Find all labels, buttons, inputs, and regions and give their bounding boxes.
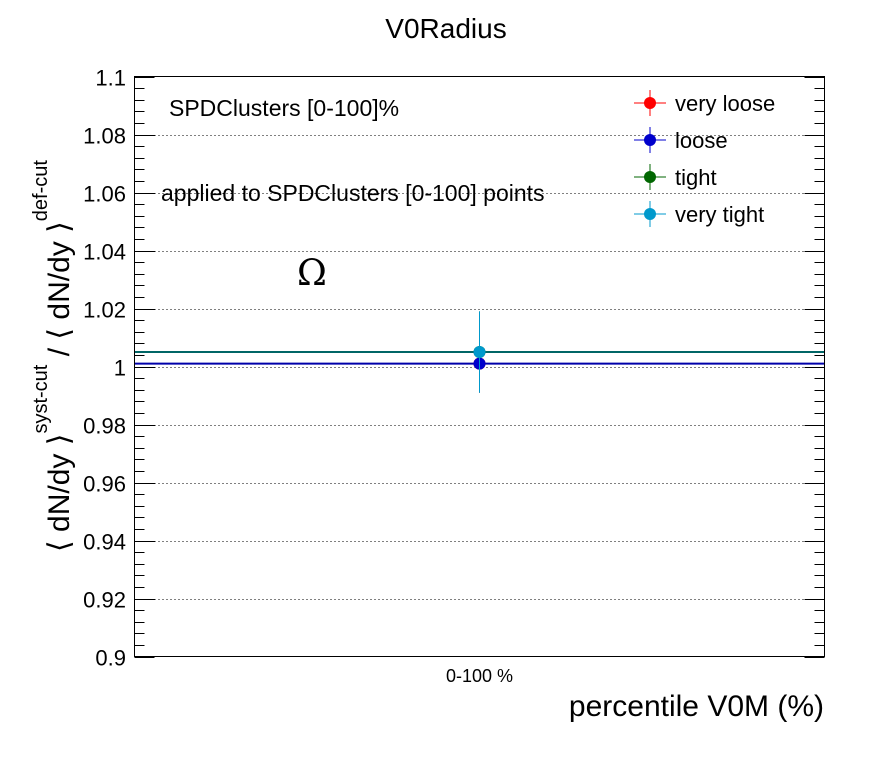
legend-label: loose (675, 128, 728, 153)
y-axis-label-main: ⟨ dN/dy ⟩ (43, 434, 76, 552)
y-tick-label: 1.04 (83, 240, 126, 265)
legend-marker (644, 134, 656, 146)
legend-label: very loose (675, 91, 775, 116)
annotation-selection: SPDClusters [0-100]% (169, 95, 399, 121)
y-tick-label: 0.9 (95, 646, 126, 671)
y-tick-label: 0.98 (83, 414, 126, 439)
y-axis-label-mid: / ⟨ dN/dy ⟩ (43, 221, 76, 364)
y-tick-label: 1.08 (83, 124, 126, 149)
y-tick-label: 1 (114, 356, 126, 381)
x-axis-label: percentile V0M (%) (569, 690, 824, 723)
y-tick-label: 0.92 (83, 588, 126, 613)
data-points (473, 311, 486, 393)
y-tick-label: 1.02 (83, 298, 126, 323)
legend: very loose loose tight very tight (634, 90, 775, 227)
y-tick-label: 1.06 (83, 182, 126, 207)
y-axis-label: ⟨ dN/dy ⟩syst-cut / ⟨ dN/dy ⟩def-cut (30, 160, 76, 552)
legend-marker (644, 208, 656, 220)
annotation-particle: Ω (297, 253, 327, 294)
legend-marker (644, 171, 656, 183)
y-axis-label-sup1: syst-cut (30, 364, 52, 433)
legend-marker (644, 97, 656, 109)
y-tick-label: 0.96 (83, 472, 126, 497)
x-tick-label: 0-100 % (446, 666, 513, 686)
legend-label: tight (675, 165, 717, 190)
y-tick-label: 1.1 (95, 66, 126, 91)
annotation-applied: applied to SPDClusters [0-100] points (161, 180, 545, 206)
chart-title: V0Radius (385, 13, 506, 44)
plot-frame (134, 76, 825, 657)
data-point (473, 346, 486, 358)
y-axis-label-sup2: def-cut (30, 160, 52, 222)
axis-ticks: 0.9 0.92 0.94 0.96 0.98 1 1.02 1.04 1.06 1.08 1.1 0… (83, 66, 825, 686)
y-tick-label: 0.94 (83, 530, 126, 555)
legend-label: very tight (675, 202, 764, 227)
